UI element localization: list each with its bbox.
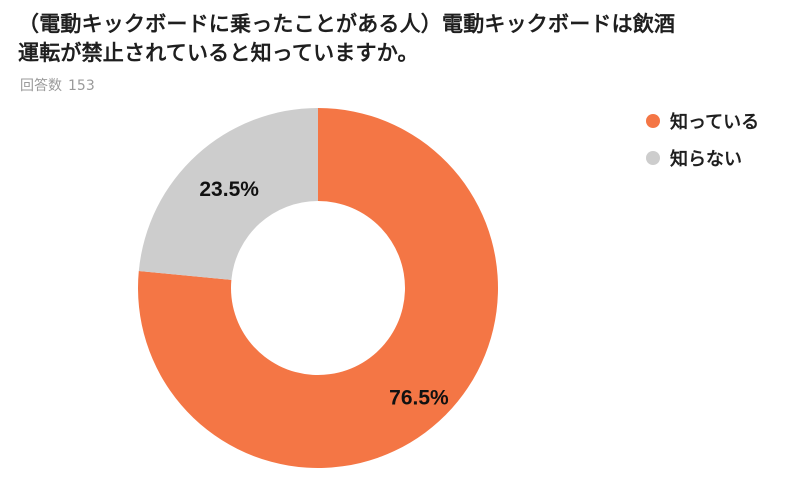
legend-item-known: 知っている <box>646 106 759 136</box>
chart-title-line-2: 運転が禁止されていると知っていますか。 <box>18 41 419 65</box>
slice-known <box>138 108 499 469</box>
respondent-count: 回答数 153 <box>20 75 101 95</box>
respondent-count-value: 153 <box>68 78 95 94</box>
legend-label-unknown: 知らない <box>670 149 742 170</box>
chart-title: （電動キックボードに乗ったことがある人）電動キックボードは飲酒 運転が禁止されて… <box>18 10 788 68</box>
slice-label-unknown: 23.5% <box>199 178 259 201</box>
legend-label-known: 知っている <box>670 112 760 133</box>
slice-unknown <box>138 107 318 280</box>
chart-title-line-1: （電動キックボードに乗ったことがある人）電動キックボードは飲酒 <box>18 12 676 36</box>
slice-label-known: 76.5% <box>389 386 449 409</box>
legend-item-unknown: 知らない <box>646 143 759 173</box>
legend-swatch-unknown <box>646 151 660 165</box>
legend-swatch-known <box>646 114 660 128</box>
respondent-count-label: 回答数 <box>20 78 62 94</box>
chart-legend: 知っている 知らない <box>646 106 759 180</box>
